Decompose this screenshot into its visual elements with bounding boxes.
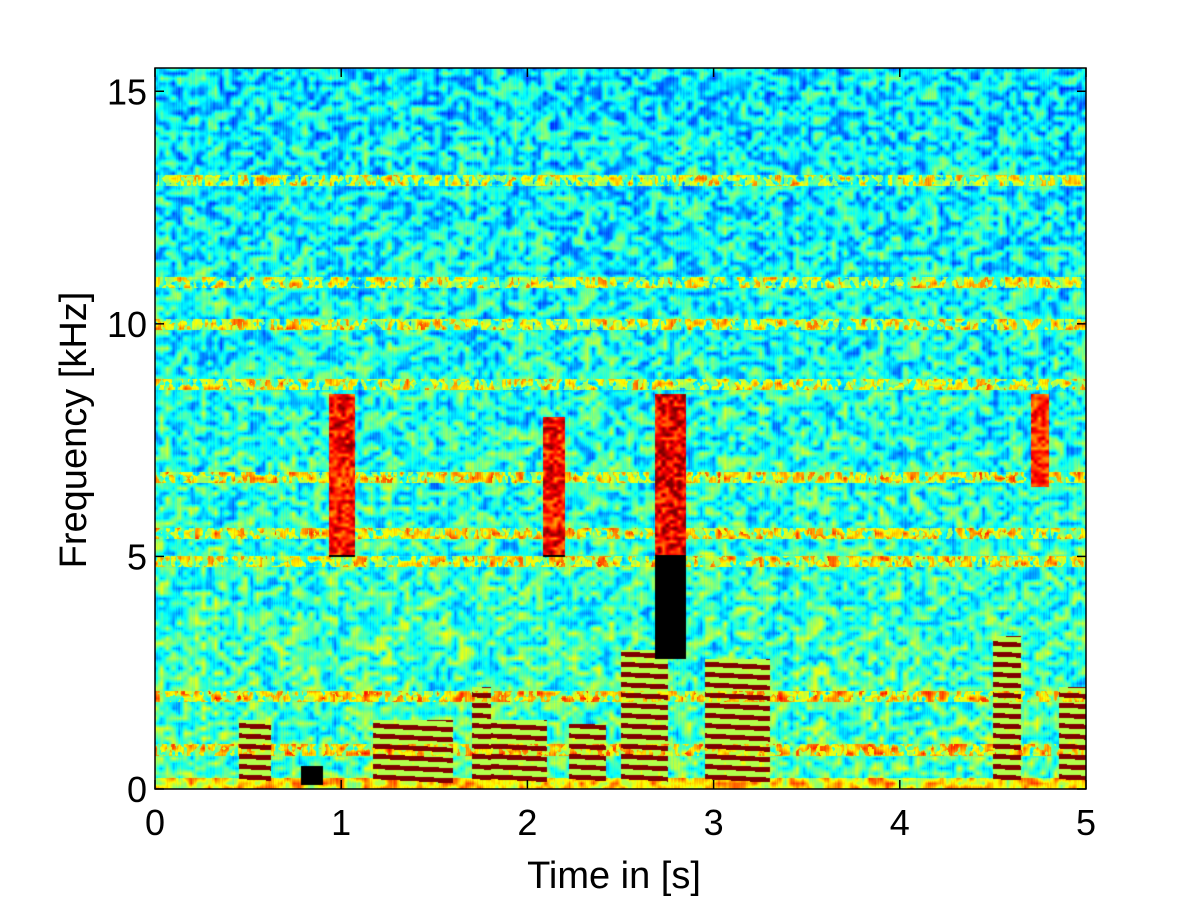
axes-frame (154, 67, 1087, 790)
x-tick-label: 2 (517, 802, 537, 843)
y-axis-ticks: 0 5 10 15 (107, 71, 1086, 810)
x-tick-label: 4 (890, 802, 910, 843)
y-tick-label: 15 (107, 71, 147, 112)
x-tick-label: 3 (704, 802, 724, 843)
x-tick-label: 1 (331, 802, 351, 843)
plot-border (154, 67, 1087, 790)
x-tick-label: 5 (1076, 802, 1096, 843)
x-axis-label: Time in [s] (527, 855, 701, 897)
spectrogram-heatmap (155, 68, 1086, 789)
x-axis-ticks: 0 1 2 3 4 5 (145, 68, 1096, 843)
y-tick-label: 10 (107, 304, 147, 345)
y-axis-label: Frequency [kHz] (53, 292, 95, 569)
y-tick-label: 5 (127, 536, 147, 577)
y-tick-label: 0 (127, 769, 147, 810)
x-tick-label: 0 (145, 802, 165, 843)
